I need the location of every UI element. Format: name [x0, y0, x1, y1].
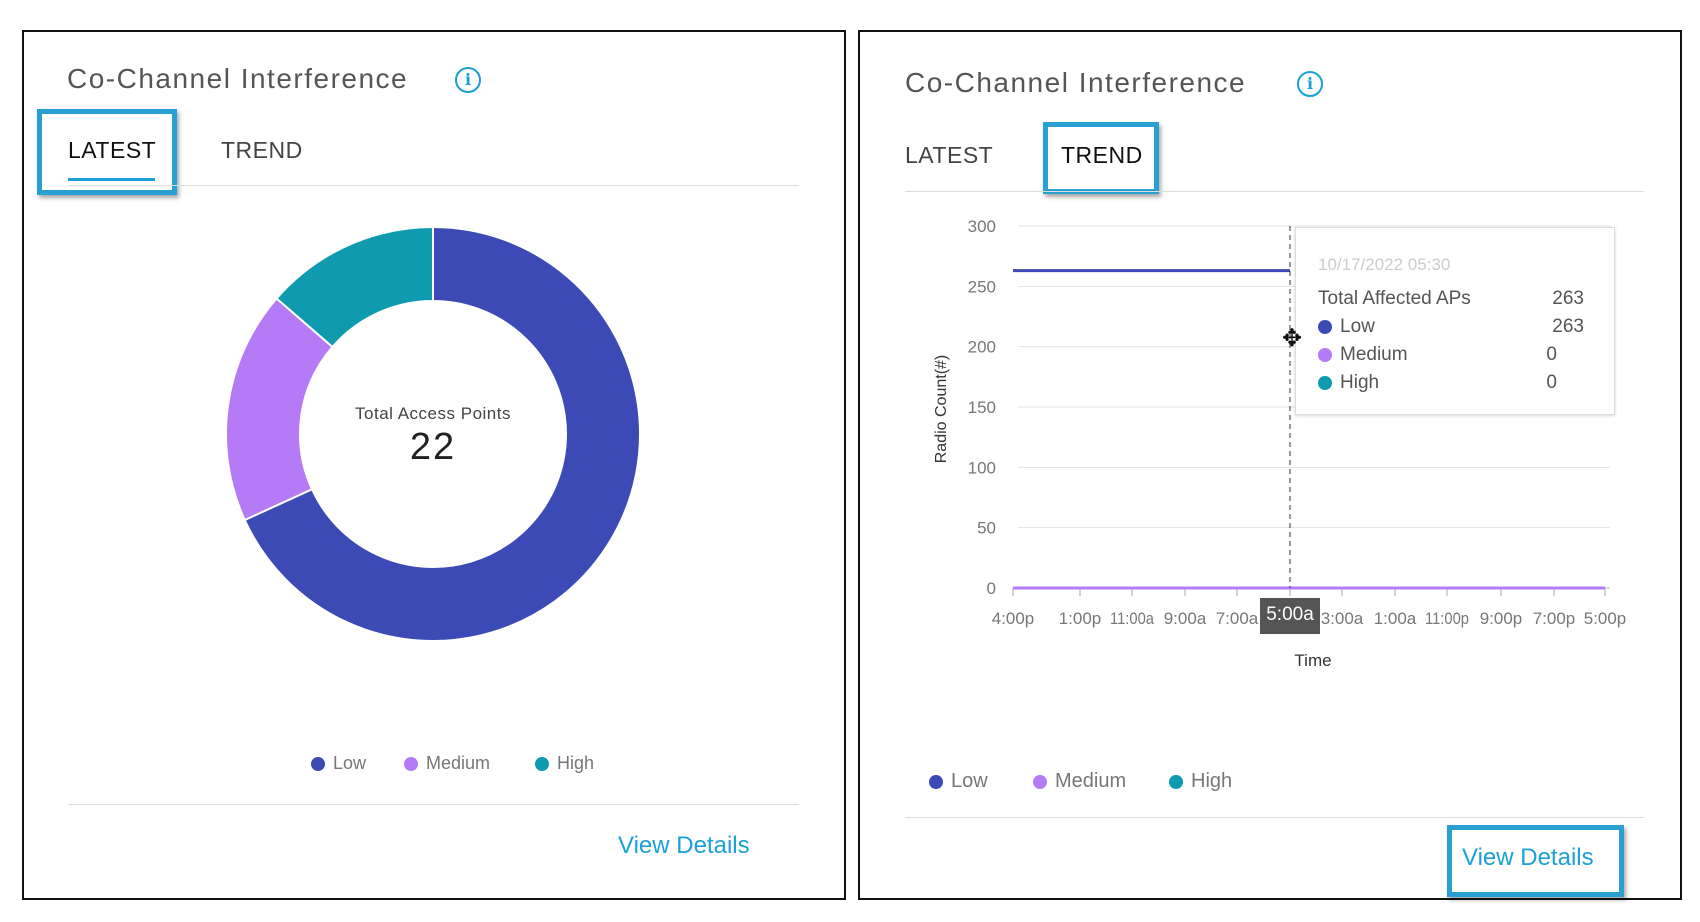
tooltip-label: High — [1340, 372, 1380, 393]
legend-low[interactable]: Low — [929, 770, 988, 793]
tooltip-value: 0 — [1546, 344, 1557, 365]
high-dot-icon — [535, 756, 549, 771]
x-tick-label: 3:00a — [1321, 609, 1364, 628]
legend-label: High — [1191, 770, 1233, 792]
donut-slice-low — [243, 225, 641, 642]
legend-medium[interactable]: Medium — [404, 753, 490, 774]
x-tick-label: 5:00p — [1584, 609, 1627, 628]
tooltip-value: 263 — [1552, 316, 1584, 337]
legend-label: Low — [951, 770, 988, 792]
x-axis-title: Time — [1294, 651, 1331, 670]
y-tick-label: 250 — [968, 277, 996, 296]
x-tick-label: 9:00p — [1480, 609, 1523, 628]
tab-latest[interactable]: LATEST — [905, 142, 994, 168]
divider — [905, 191, 1644, 192]
tooltip-date: 10/17/2022 05:30 — [1318, 255, 1451, 274]
donut-slice-high — [275, 225, 434, 349]
y-tick-label: 150 — [968, 398, 996, 417]
tooltip-row-medium: Medium 0 — [1318, 344, 1557, 366]
y-tick-label: 200 — [968, 338, 996, 357]
high-dot-icon — [1169, 774, 1183, 789]
x-tick-label: 7:00p — [1533, 609, 1576, 628]
tooltip-row-low: Low 263 — [1318, 316, 1584, 338]
center-label: Total Access Points — [355, 404, 511, 423]
divider — [68, 185, 799, 186]
legend-high[interactable]: High — [535, 753, 594, 774]
y-tick-label: 100 — [968, 458, 996, 477]
tooltip-label: Medium — [1340, 344, 1408, 365]
x-tick-label: 11:00a — [1110, 609, 1154, 628]
x-tick-label: 9:00a — [1164, 609, 1207, 628]
legend-label: Medium — [426, 753, 491, 773]
y-axis-title: Radio Count(#) — [933, 355, 950, 464]
x-tick-label: 4:00p — [992, 609, 1035, 628]
donut-chart — [225, 225, 641, 642]
info-icon[interactable]: i — [1297, 71, 1323, 97]
tab-trend[interactable]: TREND — [1061, 142, 1143, 168]
info-icon[interactable]: i — [455, 67, 481, 93]
tab-latest[interactable]: LATEST — [68, 137, 157, 163]
legend-label: Medium — [1055, 770, 1127, 792]
left-card-title: Co-Channel Interference — [67, 63, 409, 94]
highlight-box — [1447, 825, 1624, 897]
y-tick-label: 300 — [968, 217, 996, 236]
center-value: 22 — [409, 426, 457, 468]
y-tick-label: 0 — [987, 579, 996, 598]
tooltip-total-value: 263 — [1552, 288, 1584, 309]
divider — [68, 804, 799, 805]
view-details-link[interactable]: View Details — [1462, 844, 1594, 871]
tooltip-total: Total Affected APs 263 — [1318, 288, 1584, 310]
medium-dot-icon — [1318, 348, 1332, 362]
right-card — [858, 30, 1682, 900]
y-tick-label: 50 — [977, 519, 996, 538]
x-tick-label: 11:00p — [1425, 609, 1469, 628]
legend-low[interactable]: Low — [311, 753, 366, 774]
hover-x-label: 5:00a — [1260, 598, 1320, 634]
tooltip-value: 0 — [1546, 372, 1557, 393]
high-dot-icon — [1318, 376, 1332, 390]
legend-medium[interactable]: Medium — [1033, 770, 1126, 793]
divider — [905, 817, 1644, 818]
donut-center: Total Access Points 22 — [333, 404, 533, 469]
x-tick-label: 1:00p — [1059, 609, 1102, 628]
low-dot-icon — [929, 774, 943, 789]
tooltip: 10/17/2022 05:30 Total Affected APs 263 L… — [1295, 227, 1615, 415]
active-tab-underline — [68, 178, 155, 181]
legend-high[interactable]: High — [1169, 770, 1232, 793]
highlight-box — [37, 109, 177, 195]
medium-dot-icon — [404, 756, 418, 771]
move-cursor-icon: ✥ — [1282, 325, 1303, 352]
low-dot-icon — [1318, 320, 1332, 334]
medium-dot-icon — [1033, 774, 1047, 789]
legend-label: High — [557, 753, 595, 773]
tooltip-row-high: High 0 — [1318, 372, 1557, 394]
legend-label: Low — [333, 753, 367, 773]
tooltip-label: Low — [1340, 316, 1375, 337]
tooltip-total-label: Total Affected APs — [1318, 288, 1471, 309]
x-tick-label: 7:00a — [1216, 609, 1259, 628]
low-dot-icon — [311, 756, 325, 771]
view-details-link[interactable]: View Details — [618, 832, 750, 859]
x-tick-label: 1:00a — [1374, 609, 1417, 628]
left-card — [22, 30, 846, 900]
right-card-title: Co-Channel Interference — [905, 67, 1247, 98]
tab-trend[interactable]: TREND — [221, 137, 303, 163]
